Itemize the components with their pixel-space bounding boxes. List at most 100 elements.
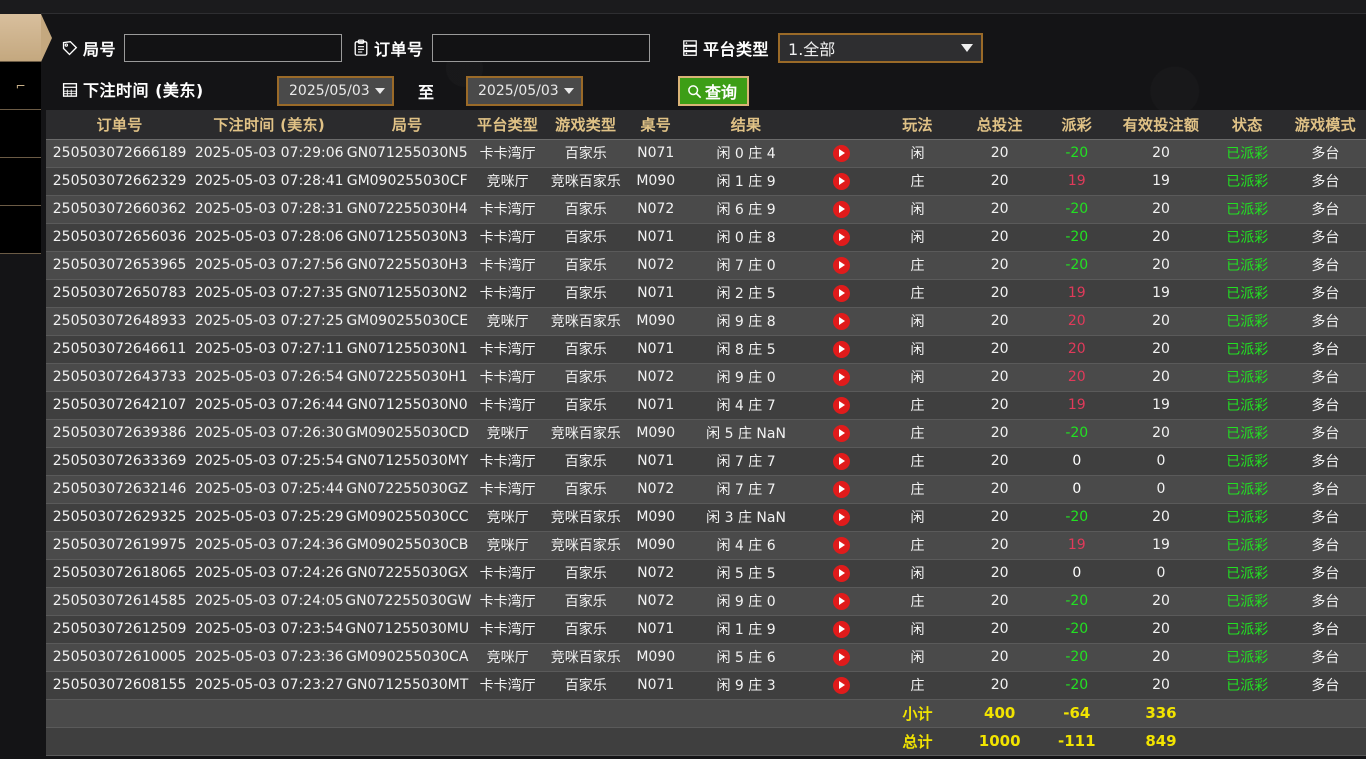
col-result[interactable]: 结果 bbox=[686, 110, 806, 140]
game-type-cell: 竞咪百家乐 bbox=[546, 503, 626, 532]
table-row[interactable]: 250503072619975 2025-05-03 07:24:36 GM0902… bbox=[46, 531, 1366, 560]
table-row[interactable]: 250503072650783 2025-05-03 07:27:35 GN0712… bbox=[46, 279, 1366, 308]
round-no-cell: GN072255030H1 bbox=[345, 363, 470, 392]
play-replay-icon[interactable] bbox=[832, 676, 850, 694]
table-row[interactable]: 250503072643733 2025-05-03 07:26:54 GN0722… bbox=[46, 363, 1366, 392]
order-no-input[interactable] bbox=[431, 34, 650, 62]
result-cell: 闲 0 庄 4 bbox=[686, 139, 806, 168]
col-order-no[interactable]: 订单号 bbox=[46, 110, 194, 140]
date-to-box[interactable]: 2025/05/03 bbox=[466, 76, 583, 106]
col-table-no[interactable]: 桌号 bbox=[625, 110, 687, 140]
valid-bet-cell: 0 bbox=[1112, 447, 1210, 476]
col-round-no[interactable]: 局号 bbox=[345, 110, 470, 140]
table-row[interactable]: 250503072612509 2025-05-03 07:23:54 GN0712… bbox=[46, 615, 1366, 644]
play-replay-icon[interactable] bbox=[832, 396, 850, 414]
spacer-cell bbox=[1209, 727, 1285, 756]
table-row[interactable]: 250503072653965 2025-05-03 07:27:56 GN0722… bbox=[46, 251, 1366, 280]
col-platform[interactable]: 平台类型 bbox=[469, 110, 547, 140]
table-row[interactable]: 250503072662329 2025-05-03 07:28:41 GM0902… bbox=[46, 167, 1366, 196]
round-no-input[interactable] bbox=[124, 34, 343, 62]
play-replay-icon[interactable] bbox=[832, 340, 850, 358]
round-no-cell: GM090255030CA bbox=[345, 643, 470, 672]
date-from-picker[interactable]: 2025/05/03 bbox=[277, 76, 394, 106]
col-payout[interactable]: 派彩 bbox=[1041, 110, 1113, 140]
table-row[interactable]: 250503072633369 2025-05-03 07:25:54 GN0712… bbox=[46, 447, 1366, 476]
table-row[interactable]: 250503072632146 2025-05-03 07:25:44 GN0722… bbox=[46, 475, 1366, 504]
play-replay-icon[interactable] bbox=[832, 284, 850, 302]
play-replay-icon[interactable] bbox=[832, 144, 850, 162]
spacer-cell bbox=[686, 699, 806, 728]
play-replay-icon[interactable] bbox=[832, 648, 850, 666]
play-replay-icon[interactable] bbox=[832, 228, 850, 246]
play-replay-icon[interactable] bbox=[832, 256, 850, 274]
col-total-bet[interactable]: 总投注 bbox=[958, 110, 1042, 140]
play-replay-icon[interactable] bbox=[832, 564, 850, 582]
rail-tab-2[interactable]: ⌐ bbox=[0, 62, 41, 110]
bet-time-cell: 2025-05-03 07:26:54 bbox=[193, 363, 346, 392]
table-row[interactable]: 250503072610005 2025-05-03 07:23:36 GM0902… bbox=[46, 643, 1366, 672]
subtotal-row-valid: 336 bbox=[1112, 699, 1210, 728]
play-replay-icon[interactable] bbox=[832, 508, 850, 526]
bet-type-cell: 闲 bbox=[876, 643, 959, 672]
platform-cell: 竞咪厅 bbox=[469, 307, 547, 336]
table-row[interactable]: 250503072639386 2025-05-03 07:26:30 GM0902… bbox=[46, 419, 1366, 448]
date-to-picker[interactable]: 2025/05/03 bbox=[466, 76, 583, 106]
play-replay-icon[interactable] bbox=[832, 592, 850, 610]
play-replay-icon[interactable] bbox=[832, 536, 850, 554]
col-status[interactable]: 状态 bbox=[1209, 110, 1285, 140]
bet-time-cell: 2025-05-03 07:26:30 bbox=[193, 419, 346, 448]
game-mode-cell: 多台 bbox=[1284, 671, 1366, 700]
play-replay-icon[interactable] bbox=[832, 480, 850, 498]
round-no-cell: GM090255030CF bbox=[345, 167, 470, 196]
table-row[interactable]: 250503072629325 2025-05-03 07:25:29 GM0902… bbox=[46, 503, 1366, 532]
query-button[interactable]: 查询 bbox=[678, 76, 750, 106]
valid-bet-cell: 20 bbox=[1112, 503, 1210, 532]
subtotal-row-total: 400 bbox=[958, 699, 1042, 728]
table-row[interactable]: 250503072666189 2025-05-03 07:29:06 GN0712… bbox=[46, 139, 1366, 168]
table-row[interactable]: 250503072646611 2025-05-03 07:27:11 GN0712… bbox=[46, 335, 1366, 364]
spacer-cell bbox=[1209, 699, 1285, 728]
col-bet-type[interactable]: 玩法 bbox=[876, 110, 959, 140]
field-order-no: 订单号 bbox=[352, 34, 650, 62]
play-replay-icon[interactable] bbox=[832, 620, 850, 638]
table-row[interactable]: 250503072648933 2025-05-03 07:27:25 GM0902… bbox=[46, 307, 1366, 336]
result-cell: 闲 4 庄 6 bbox=[686, 531, 806, 560]
col-bet-time[interactable]: 下注时间 (美东) bbox=[193, 110, 346, 140]
play-replay-icon[interactable] bbox=[832, 424, 850, 442]
play-replay-icon[interactable] bbox=[832, 312, 850, 330]
play-replay-icon[interactable] bbox=[832, 172, 850, 190]
rail-tab-active[interactable] bbox=[0, 14, 52, 62]
platform-type-select[interactable]: 1.全部 bbox=[778, 33, 984, 63]
table-no-cell: M090 bbox=[625, 503, 687, 532]
col-game-type[interactable]: 游戏类型 bbox=[546, 110, 626, 140]
bet-type-cell: 庄 bbox=[876, 279, 959, 308]
replay-cell bbox=[805, 363, 877, 392]
table-row[interactable]: 250503072642107 2025-05-03 07:26:44 GN0712… bbox=[46, 391, 1366, 420]
col-valid-bet[interactable]: 有效投注额 bbox=[1112, 110, 1210, 140]
play-replay-icon[interactable] bbox=[832, 368, 850, 386]
bet-type-cell: 闲 bbox=[876, 195, 959, 224]
date-from-box[interactable]: 2025/05/03 bbox=[277, 76, 394, 106]
total-bet-cell: 20 bbox=[958, 195, 1042, 224]
table-row[interactable]: 250503072618065 2025-05-03 07:24:26 GN0722… bbox=[46, 559, 1366, 588]
date-between-label-wrap: 至 bbox=[418, 79, 435, 103]
play-replay-icon[interactable] bbox=[832, 452, 850, 470]
play-replay-icon[interactable] bbox=[832, 200, 850, 218]
rail-tab-3[interactable] bbox=[0, 110, 41, 158]
col-game-mode[interactable]: 游戏模式 bbox=[1284, 110, 1366, 140]
rail-tab-4[interactable] bbox=[0, 158, 41, 206]
table-row[interactable]: 250503072660362 2025-05-03 07:28:31 GN0722… bbox=[46, 195, 1366, 224]
status-cell: 已派彩 bbox=[1209, 447, 1285, 476]
bet-time-cell: 2025-05-03 07:27:35 bbox=[193, 279, 346, 308]
table-row[interactable]: 250503072614585 2025-05-03 07:24:05 GN0722… bbox=[46, 587, 1366, 616]
game-type-cell: 百家乐 bbox=[546, 475, 626, 504]
table-row[interactable]: 250503072656036 2025-05-03 07:28:06 GN0712… bbox=[46, 223, 1366, 252]
rail-tab-5[interactable] bbox=[0, 206, 41, 254]
order-no-cell: 250503072650783 bbox=[46, 279, 194, 308]
order-no-cell: 250503072633369 bbox=[46, 447, 194, 476]
table-row[interactable]: 250503072608155 2025-05-03 07:23:27 GN0712… bbox=[46, 671, 1366, 700]
game-mode-cell: 多台 bbox=[1284, 139, 1366, 168]
total-bet-cell: 20 bbox=[958, 363, 1042, 392]
status-cell: 已派彩 bbox=[1209, 475, 1285, 504]
grandtotal-row: 总计 1000 -111 849 bbox=[46, 727, 1366, 756]
